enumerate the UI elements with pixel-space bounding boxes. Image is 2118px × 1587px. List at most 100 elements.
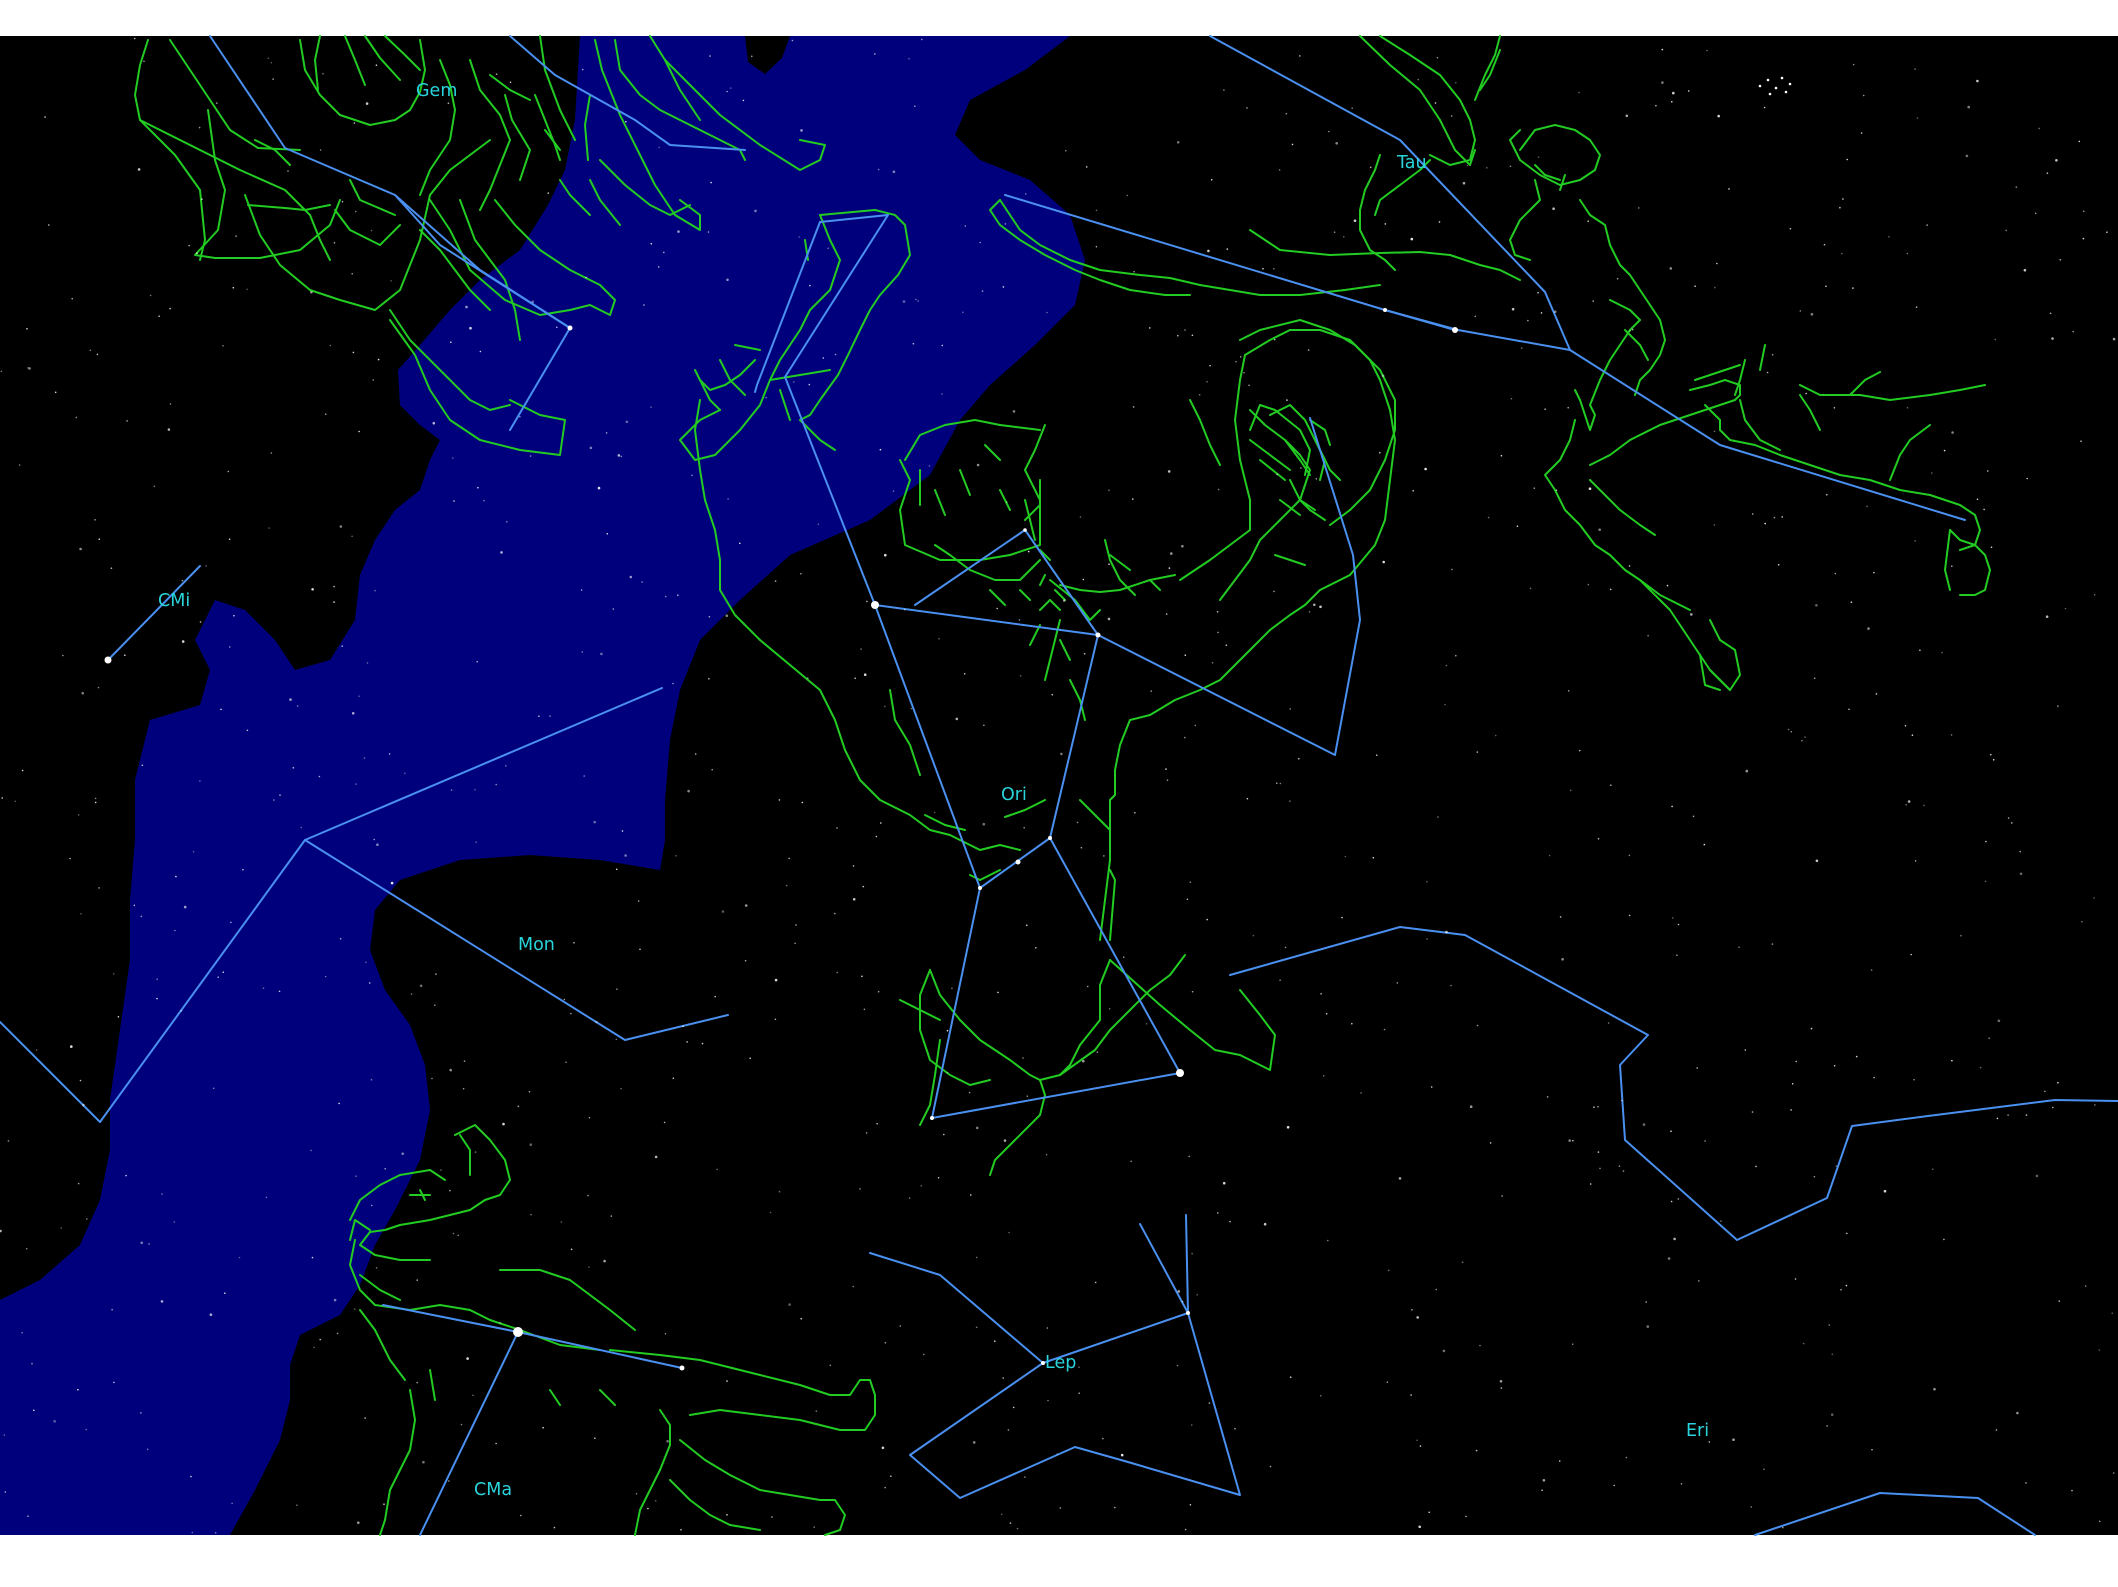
faint-star: [217, 976, 219, 978]
faint-star: [769, 1211, 772, 1214]
faint-star: [1810, 313, 1814, 316]
faint-star: [1150, 690, 1152, 692]
faint-star: [726, 1514, 728, 1516]
faint-star: [2049, 312, 2052, 315]
star-alnilam: [1015, 859, 1021, 865]
faint-star: [2034, 212, 2037, 215]
faint-star: [794, 942, 796, 945]
faint-star: [616, 988, 618, 990]
faint-star: [800, 129, 803, 132]
faint-star: [765, 396, 767, 399]
faint-star: [1846, 158, 1848, 161]
faint-star: [1082, 578, 1085, 581]
faint-star: [416, 1279, 419, 1281]
faint-star: [1434, 102, 1437, 104]
faint-star: [53, 1420, 56, 1423]
faint-star: [654, 1500, 657, 1502]
faint-star: [358, 695, 360, 697]
faint-star: [1046, 1327, 1049, 1329]
faint-star: [324, 975, 327, 978]
faint-star: [1906, 252, 1909, 255]
faint-star: [2023, 268, 2027, 272]
faint-star: [376, 843, 379, 846]
faint-star: [1474, 315, 1477, 318]
faint-star: [542, 1426, 544, 1429]
faint-star: [1933, 1387, 1936, 1391]
faint-star: [1286, 399, 1288, 401]
star-mintaka: [1048, 836, 1052, 840]
faint-star: [205, 565, 207, 567]
faint-star: [884, 553, 887, 557]
faint-star: [822, 357, 825, 359]
faint-star: [1184, 329, 1186, 331]
faint-star: [1181, 1300, 1184, 1303]
faint-star: [1062, 599, 1066, 602]
faint-star: [605, 432, 608, 434]
faint-star: [98, 538, 101, 540]
faint-star: [707, 231, 710, 233]
faint-star: [1621, 1099, 1623, 1102]
faint-star: [1875, 693, 1878, 695]
faint-star: [324, 413, 327, 416]
faint-star: [477, 486, 479, 489]
faint-star: [1708, 1441, 1711, 1443]
faint-star: [21, 769, 24, 772]
faint-star: [1923, 804, 1925, 807]
faint-star: [416, 1381, 419, 1384]
faint-star: [1516, 525, 1519, 527]
faint-star: [664, 595, 667, 598]
faint-star: [1300, 467, 1302, 469]
faint-star: [1527, 319, 1529, 322]
faint-star: [1007, 1429, 1010, 1431]
faint-star: [1716, 262, 1718, 265]
faint-star: [1951, 565, 1953, 567]
faint-star: [1732, 1438, 1735, 1441]
faint-star: [519, 416, 521, 418]
faint-star: [366, 662, 369, 664]
faint-star: [2055, 159, 2058, 162]
faint-star: [1194, 724, 1197, 727]
faint-star: [538, 715, 540, 717]
faint-star: [153, 485, 156, 488]
faint-star: [815, 1410, 818, 1412]
faint-star: [449, 1068, 453, 1072]
faint-star: [372, 379, 375, 381]
faint-star: [621, 830, 624, 832]
faint-star: [1986, 470, 1989, 472]
faint-star: [97, 686, 100, 689]
faint-star: [375, 1267, 378, 1269]
star-mirzam: [679, 1365, 685, 1371]
faint-star: [955, 717, 959, 721]
faint-star: [447, 102, 450, 104]
faint-star: [1647, 634, 1649, 637]
faint-star: [1671, 101, 1673, 103]
faint-star: [353, 1308, 356, 1310]
faint-star: [450, 789, 453, 791]
faint-star: [82, 1103, 85, 1107]
faint-star: [1426, 938, 1428, 940]
faint-star: [808, 383, 811, 386]
faint-star: [158, 315, 160, 318]
faint-star: [111, 1308, 113, 1311]
faint-star: [272, 78, 274, 80]
faint-star: [1207, 249, 1210, 253]
faint-star: [1855, 1055, 1858, 1058]
faint-star: [216, 102, 218, 104]
label-gem: Gem: [416, 81, 457, 101]
faint-star: [852, 1285, 855, 1288]
faint-star: [2005, 229, 2007, 232]
faint-star: [319, 1338, 322, 1341]
faint-star: [2035, 1174, 2039, 1178]
faint-star: [1860, 132, 1863, 134]
faint-star: [1191, 334, 1194, 337]
faint-star: [1005, 501, 1008, 503]
faint-star: [884, 1342, 887, 1344]
faint-star: [547, 192, 550, 194]
faint-star: [774, 580, 777, 582]
faint-star: [1012, 1406, 1015, 1409]
faint-star: [1804, 736, 1806, 738]
faint-star: [1728, 188, 1730, 190]
faint-star: [1051, 693, 1054, 696]
faint-star: [1486, 167, 1488, 169]
